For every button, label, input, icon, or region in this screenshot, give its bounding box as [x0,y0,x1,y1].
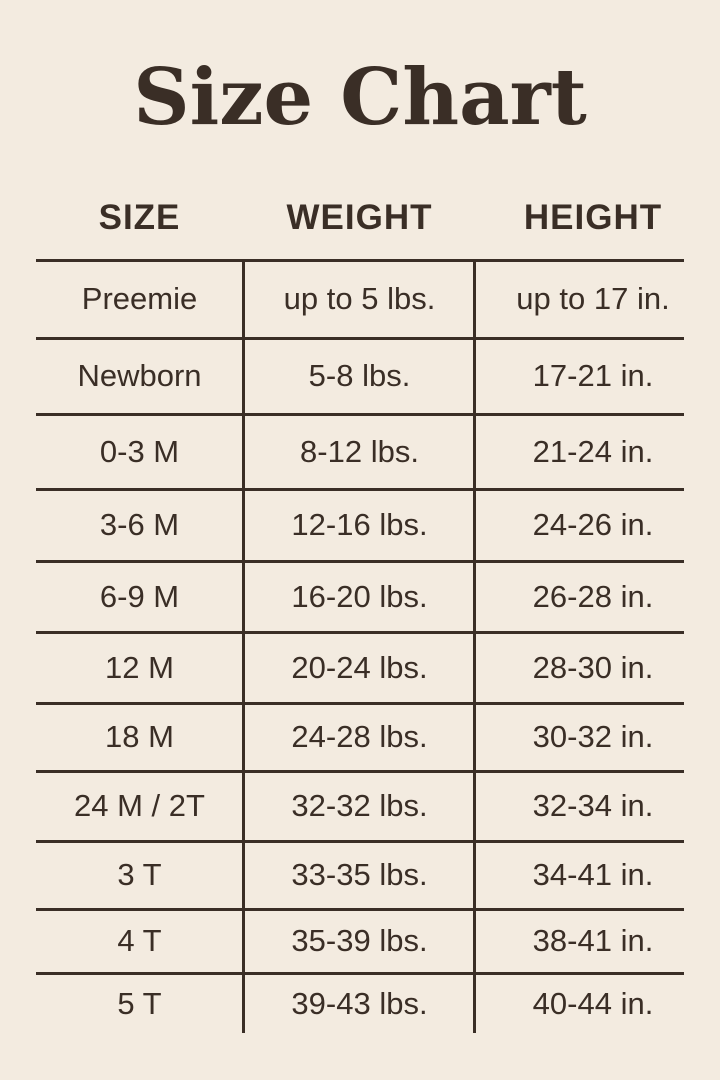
cell-size: 4 T [117,923,162,958]
cell-height: 24-26 in. [532,507,654,542]
row-divider [36,259,684,262]
column-divider [473,260,476,1033]
cell-size: 0-3 M [99,433,180,469]
cell-height: 38-41 in. [532,923,654,958]
cell-size: 5 T [117,986,162,1021]
cell-height: 32-34 in. [532,788,654,823]
cell-weight: 24-28 lbs. [291,719,428,754]
cell-height: 30-32 in. [532,719,654,754]
row-divider [36,413,684,416]
cell-weight: 32-32 lbs. [291,788,428,823]
row-divider [36,337,684,340]
cell-weight: up to 5 lbs. [283,281,436,316]
header-weight: WEIGHT [286,198,433,237]
row-divider [36,702,684,705]
cell-weight: 35-39 lbs. [291,923,428,958]
cell-height: 17-21 in. [532,358,654,393]
cell-size: Newborn [77,358,202,393]
cell-size: 3-6 M [99,507,180,542]
cell-height: up to 17 in. [516,281,670,316]
row-divider [36,770,684,773]
cell-height: 28-30 in. [532,649,654,685]
cell-size: 24 M / 2T [74,788,205,823]
header-height: HEIGHT [523,198,663,237]
cell-weight: 33-35 lbs. [291,857,428,892]
cell-weight: 8-12 lbs. [300,433,419,469]
cell-size: 12 M [105,649,174,685]
cell-weight: 39-43 lbs. [291,986,428,1021]
row-divider [36,972,684,975]
page-title: Size Chart [133,52,587,143]
row-divider [36,560,684,563]
row-divider [36,488,684,491]
cell-size: Preemie [81,281,198,316]
row-divider [36,631,684,634]
cell-height: 26-28 in. [532,578,654,614]
cell-size: 6-9 M [99,578,180,614]
cell-weight: 16-20 lbs. [291,578,428,614]
cell-weight: 5-8 lbs. [308,358,411,393]
cell-height: 21-24 in. [532,433,654,469]
cell-size: 18 M [105,719,174,754]
cell-height: 34-41 in. [532,857,654,892]
row-divider [36,908,684,911]
column-divider [242,260,245,1033]
cell-weight: 12-16 lbs. [291,507,428,542]
cell-weight: 20-24 lbs. [291,649,428,685]
row-divider [36,840,684,843]
header-size: SIZE [98,198,181,237]
cell-size: 3 T [117,857,162,892]
cell-height: 40-44 in. [532,986,654,1021]
